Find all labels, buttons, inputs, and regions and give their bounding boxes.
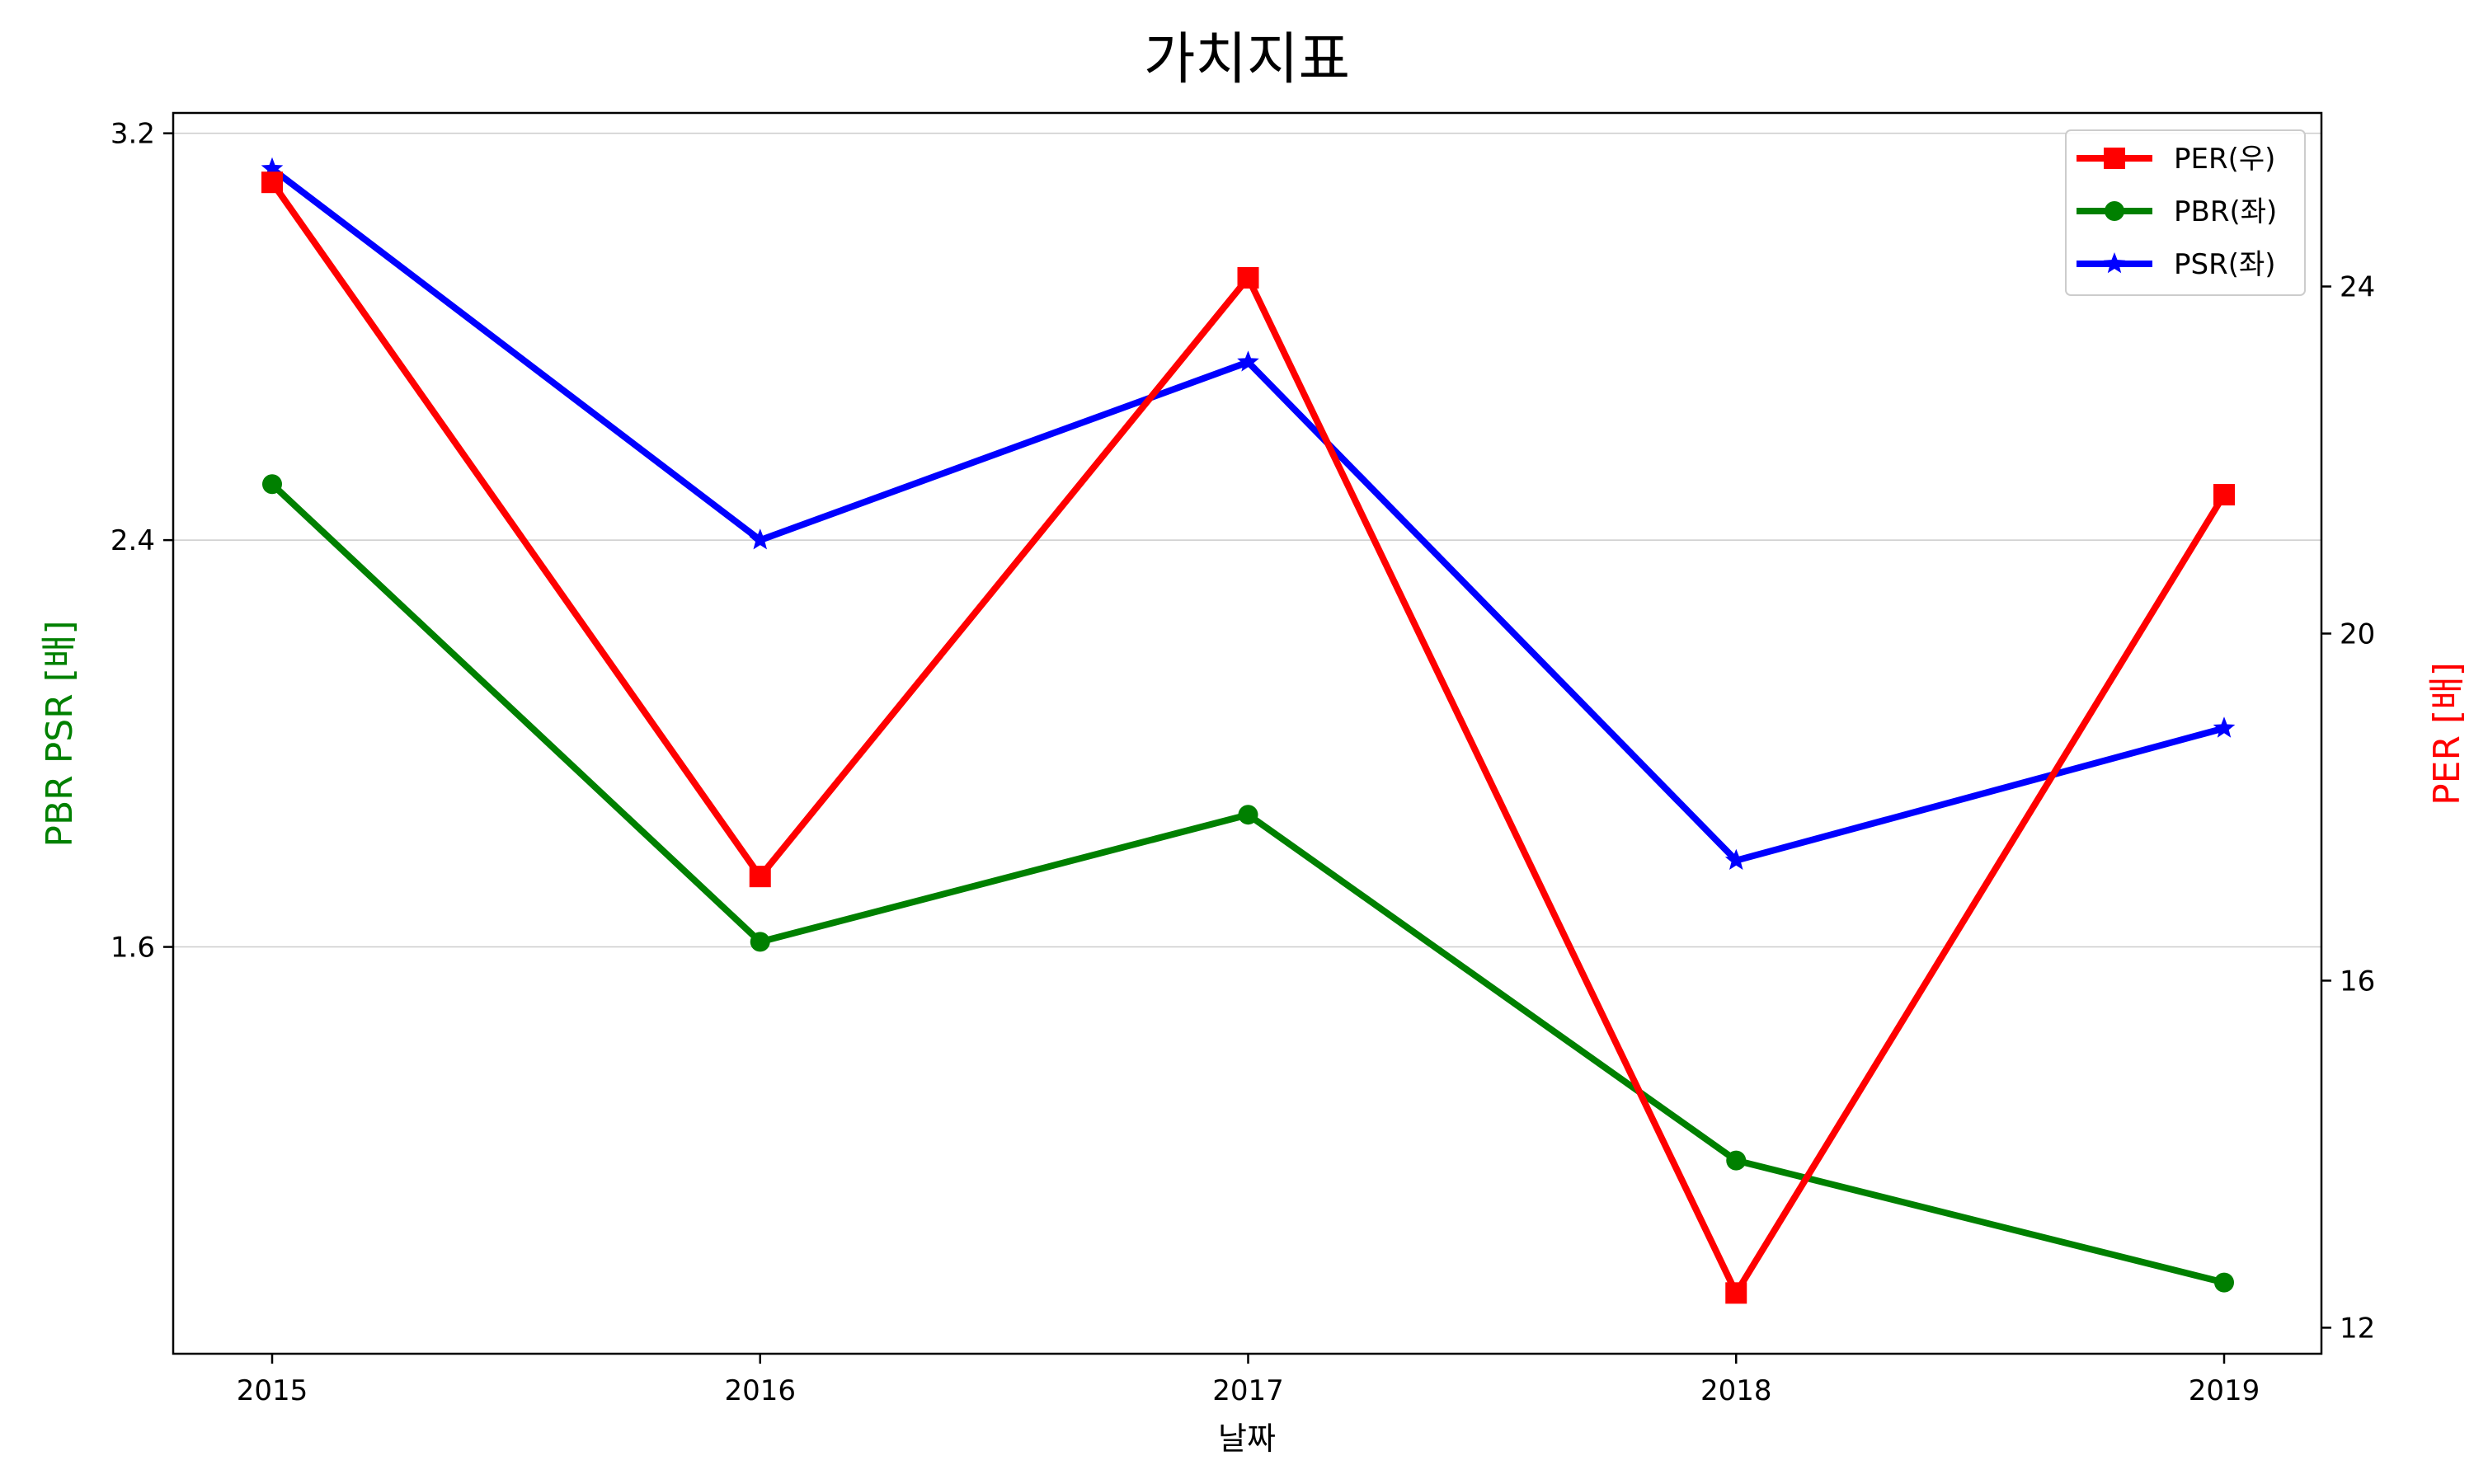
legend-swatch-marker (2105, 201, 2124, 221)
series-2 (261, 157, 2236, 870)
legend-swatch-marker (2103, 252, 2126, 274)
y-left-tick-label: 3.2 (111, 118, 155, 151)
legend: PER(우) PBR(좌) PSR(좌) (2065, 129, 2306, 296)
y-right-tick-label: 24 (2340, 270, 2375, 303)
x-tick-label: 2016 (724, 1374, 796, 1407)
legend-label: PSR(좌) (2174, 248, 2276, 281)
series-1 (262, 474, 2234, 1293)
legend-swatch-marker (2104, 148, 2125, 169)
y-right-tick-label: 16 (2340, 965, 2375, 998)
data-point (749, 528, 772, 550)
y-axis-right-label: PER [배] (2426, 662, 2468, 805)
x-tick-label: 2019 (2189, 1374, 2260, 1407)
data-point (1724, 848, 1747, 870)
data-point (1237, 350, 1259, 372)
y-right-tick-label: 20 (2340, 618, 2375, 650)
y-axis-left-label: PBR PSR [배] (39, 620, 81, 847)
y-right-tick-label: 12 (2340, 1312, 2375, 1345)
grid-lines (173, 132, 2321, 948)
x-tick-label: 2017 (1212, 1374, 1284, 1407)
x-axis-label: 날짜 (1218, 1421, 1276, 1457)
data-point (750, 932, 770, 952)
data-point (1726, 1150, 1747, 1171)
data-point (262, 474, 282, 495)
data-point (2213, 716, 2236, 738)
legend-label: PBR(좌) (2174, 195, 2277, 228)
data-point (1238, 805, 1258, 825)
series-layer (261, 157, 2236, 1304)
data-point (1237, 266, 1259, 289)
legend-box (2065, 129, 2306, 296)
series-0 (261, 171, 2235, 1304)
data-point (1725, 1282, 1747, 1304)
axes-layer: 1.6 2.4 3.2 12 16 20 24 2015 2016 2017 2018 2019 (111, 118, 2375, 1407)
data-point (2214, 1272, 2234, 1293)
y-left-tick-label: 2.4 (111, 524, 155, 557)
x-tick-label: 2018 (1700, 1374, 1772, 1407)
chart-title: 가치지표 (1144, 27, 1350, 92)
x-tick-label: 2015 (237, 1374, 308, 1407)
data-point (261, 171, 283, 194)
legend-label: PER(우) (2174, 143, 2275, 176)
y-left-tick-label: 1.6 (111, 932, 155, 965)
data-point (749, 866, 771, 888)
data-point (2213, 484, 2235, 506)
data-point (261, 157, 284, 179)
